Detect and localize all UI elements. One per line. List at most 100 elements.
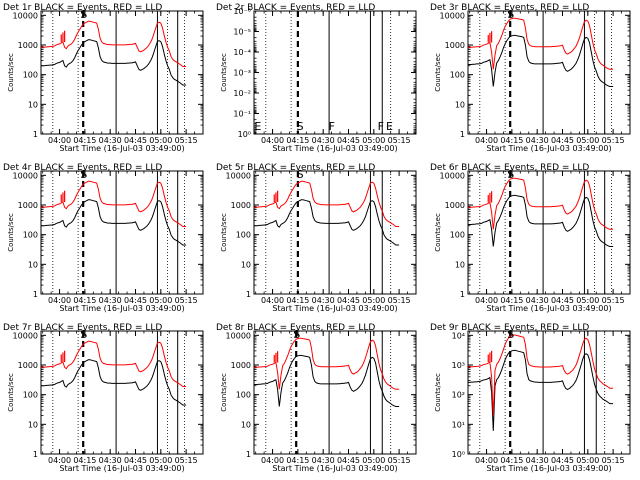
x-tick-label: 05:00 xyxy=(362,136,385,145)
x-tick-label: 04:30 xyxy=(312,456,335,465)
event-marker: S xyxy=(80,328,87,341)
x-tick-label: 04:30 xyxy=(99,456,122,465)
event-marker: S xyxy=(297,168,304,181)
chart-title: Det 3r BLACK = Events, RED = LLD xyxy=(430,3,589,13)
x-tick-label: 04:15 xyxy=(73,296,96,305)
x-tick-label: 04:00 xyxy=(261,456,284,465)
series-line-lld xyxy=(41,20,187,67)
y-axis-label: Counts/sec xyxy=(7,53,15,92)
plot-frame xyxy=(253,10,417,135)
plot-frame xyxy=(467,330,631,455)
x-tick-label: 05:15 xyxy=(388,136,411,145)
x-axis-label: Start Time (16-Jul-03 03:49:00) xyxy=(272,464,397,473)
x-tick-label: 04:00 xyxy=(261,136,284,145)
series-line-events xyxy=(254,199,400,246)
plot-frame xyxy=(467,10,631,135)
plot-frame xyxy=(40,10,204,135)
event-marker: S xyxy=(293,328,300,341)
y-tick-label: 10000 xyxy=(440,171,465,180)
y-axis-label: Counts/sec xyxy=(434,53,442,92)
panel-det-9: Det 9r BLACK = Events, RED = LLD 10⁰ 10¹ 10… xyxy=(430,323,631,473)
x-tick-label: 04:00 xyxy=(475,136,498,145)
x-tick-label: 04:30 xyxy=(99,136,122,145)
x-tick-label: 04:45 xyxy=(551,456,574,465)
y-tick-label: 10000 xyxy=(226,331,251,340)
y-tick-label: 1000 xyxy=(445,41,465,50)
event-marker: S xyxy=(507,168,514,181)
event-marker: S xyxy=(297,120,304,133)
y-tick-label: 100 xyxy=(450,71,465,80)
chart-title: Det 6r BLACK = Events, RED = LLD xyxy=(430,163,589,173)
x-tick-label: 04:45 xyxy=(337,296,360,305)
y-tick-label: 1 xyxy=(460,130,465,139)
y-tick-label: 1 xyxy=(33,130,38,139)
y-axis-label: Counts/sec xyxy=(7,373,15,412)
x-axis-label: Start Time (16-Jul-03 03:49:00) xyxy=(486,304,611,313)
series-line-lld xyxy=(468,17,614,70)
y-tick-label: 10⁻³ xyxy=(233,69,251,78)
chart-title: Det 9r BLACK = Events, RED = LLD xyxy=(430,323,589,333)
y-tick-label: 1 xyxy=(460,290,465,299)
x-tick-label: 05:00 xyxy=(576,296,599,305)
x-tick-label: 04:15 xyxy=(286,456,309,465)
x-axis-label: Start Time (16-Jul-03 03:49:00) xyxy=(272,304,397,313)
x-tick-label: 04:30 xyxy=(312,296,335,305)
y-tick-label: 100 xyxy=(23,391,38,400)
series-line-events xyxy=(254,354,400,407)
x-tick-label: 04:30 xyxy=(312,136,335,145)
event-marker: F xyxy=(329,120,335,133)
y-axis-label: Counts/sec xyxy=(7,213,15,252)
x-tick-label: 05:15 xyxy=(175,136,198,145)
x-tick-label: 04:30 xyxy=(526,296,549,305)
x-tick-label: 05:00 xyxy=(149,296,172,305)
x-tick-label: 04:15 xyxy=(500,456,523,465)
y-tick-label: 10⁻¹ xyxy=(233,110,251,119)
y-tick-label: 10 xyxy=(455,100,465,109)
y-tick-label: 10 xyxy=(241,420,251,429)
x-tick-label: 05:15 xyxy=(602,456,625,465)
series-line-lld xyxy=(41,180,187,227)
x-axis-label: Start Time (16-Jul-03 03:49:00) xyxy=(59,144,184,153)
event-marker: S xyxy=(80,8,87,21)
x-tick-label: 05:00 xyxy=(149,136,172,145)
y-tick-label: 10⁰ xyxy=(238,130,251,139)
y-tick-label: 10000 xyxy=(13,171,38,180)
series-line-lld xyxy=(41,340,187,387)
y-tick-label: 1000 xyxy=(445,201,465,210)
y-tick-label: 10² xyxy=(452,391,465,400)
x-axis-label: Start Time (16-Jul-03 03:49:00) xyxy=(486,144,611,153)
x-tick-label: 04:30 xyxy=(526,136,549,145)
x-tick-label: 05:00 xyxy=(576,136,599,145)
x-axis-label: Start Time (16-Jul-03 03:49:00) xyxy=(272,144,397,153)
x-tick-label: 04:00 xyxy=(48,296,71,305)
plot-frame xyxy=(253,170,417,295)
x-tick-label: 04:30 xyxy=(526,456,549,465)
series-line-events xyxy=(468,34,614,87)
x-tick-label: 05:00 xyxy=(576,456,599,465)
x-tick-label: 05:15 xyxy=(388,296,411,305)
y-tick-label: 10⁻² xyxy=(233,89,251,98)
x-tick-label: 04:00 xyxy=(475,296,498,305)
x-tick-label: 04:15 xyxy=(286,296,309,305)
x-tick-label: 05:15 xyxy=(175,296,198,305)
chart-title: Det 5r BLACK = Events, RED = LLD xyxy=(216,163,375,173)
chart-title: Det 8r BLACK = Events, RED = LLD xyxy=(216,323,375,333)
y-tick-label: 100 xyxy=(23,231,38,240)
chart-title: Det 7r BLACK = Events, RED = LLD xyxy=(3,323,162,333)
x-tick-label: 04:00 xyxy=(475,456,498,465)
y-tick-label: 10⁻⁵ xyxy=(233,28,251,37)
x-tick-label: 04:45 xyxy=(124,296,147,305)
x-tick-label: 04:00 xyxy=(48,136,71,145)
x-tick-label: 04:45 xyxy=(337,456,360,465)
chart-title: Det 1r BLACK = Events, RED = LLD xyxy=(3,3,162,13)
panel-det-2: Det 2r BLACK = Events, RED = LLD 10⁰ 10⁻¹ 1… xyxy=(216,3,417,153)
y-tick-label: 10⁴ xyxy=(452,331,465,340)
y-tick-label: 1 xyxy=(246,290,251,299)
x-tick-label: 05:15 xyxy=(175,456,198,465)
y-tick-label: 1 xyxy=(246,450,251,459)
x-tick-label: 04:00 xyxy=(48,456,71,465)
plot-frame xyxy=(40,170,204,295)
panel-det-5: Det 5r BLACK = Events, RED = LLD 1 10 100 10… xyxy=(216,163,417,313)
x-tick-label: 05:15 xyxy=(602,136,625,145)
